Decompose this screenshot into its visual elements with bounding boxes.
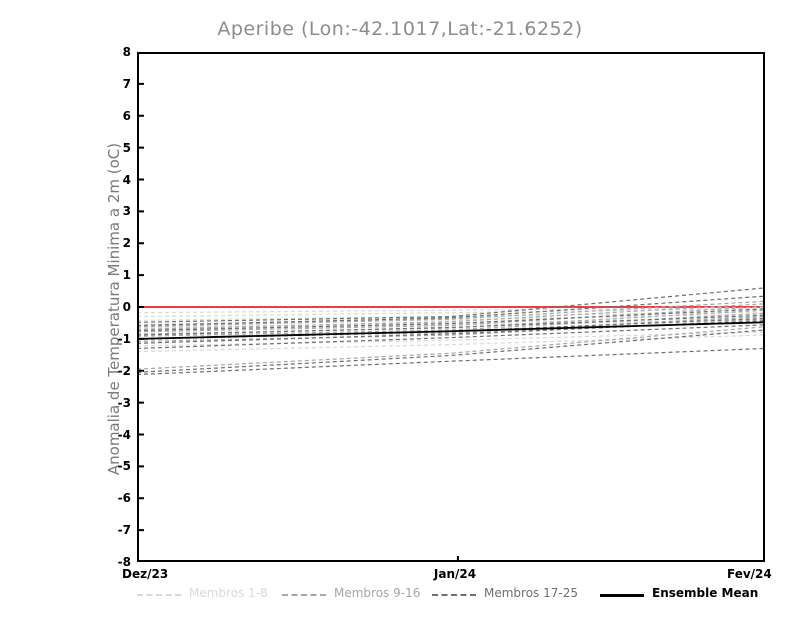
member-line xyxy=(137,347,765,376)
chart-title: Aperibe (Lon:-42.1017,Lat:-21.6252) xyxy=(217,18,583,40)
y-tick-label: -7 xyxy=(117,523,131,538)
legend-swatch-line xyxy=(137,594,181,596)
y-tick-label: -8 xyxy=(117,555,131,569)
y-tick-label: 0 xyxy=(122,300,131,314)
legend-swatch-line xyxy=(282,594,326,596)
y-tick-label: 2 xyxy=(122,236,131,251)
y-tick-label: -4 xyxy=(117,427,131,442)
legend-label: Membros 17-25 xyxy=(484,586,578,600)
y-tick-label: 3 xyxy=(122,204,131,219)
legend-label: Ensemble Mean xyxy=(652,586,759,600)
plot-area xyxy=(137,52,765,562)
member-line xyxy=(137,287,765,323)
ensemble-mean-line xyxy=(137,321,765,340)
y-tick-label: 7 xyxy=(122,76,131,91)
legend-label: Membros 9-16 xyxy=(334,586,421,600)
legend-swatch-line xyxy=(432,594,476,596)
legend-swatch-line xyxy=(600,594,644,597)
y-tick-label: 4 xyxy=(122,172,131,187)
y-tick-label: -3 xyxy=(117,395,131,410)
legend-label: Membros 1-8 xyxy=(189,586,268,600)
y-tick-label: -6 xyxy=(117,491,131,506)
y-tick-label: -2 xyxy=(117,363,131,378)
x-tick-label: Fev/24 xyxy=(727,567,772,581)
y-tick-label: 6 xyxy=(122,108,131,123)
plot-svg xyxy=(137,52,765,562)
y-tick-label: 5 xyxy=(122,140,131,155)
y-tick-label: 8 xyxy=(122,45,131,59)
chart-legend: Membros 1-8 Membros 9-16 Membros 17-25 Ense… xyxy=(0,586,800,606)
x-tick-label: Jan/24 xyxy=(433,567,477,581)
y-tick-label: -1 xyxy=(117,331,131,346)
y-tick-label: 1 xyxy=(122,268,131,283)
x-tick-label: Dez/23 xyxy=(122,567,169,581)
y-tick-label: -5 xyxy=(117,459,131,474)
